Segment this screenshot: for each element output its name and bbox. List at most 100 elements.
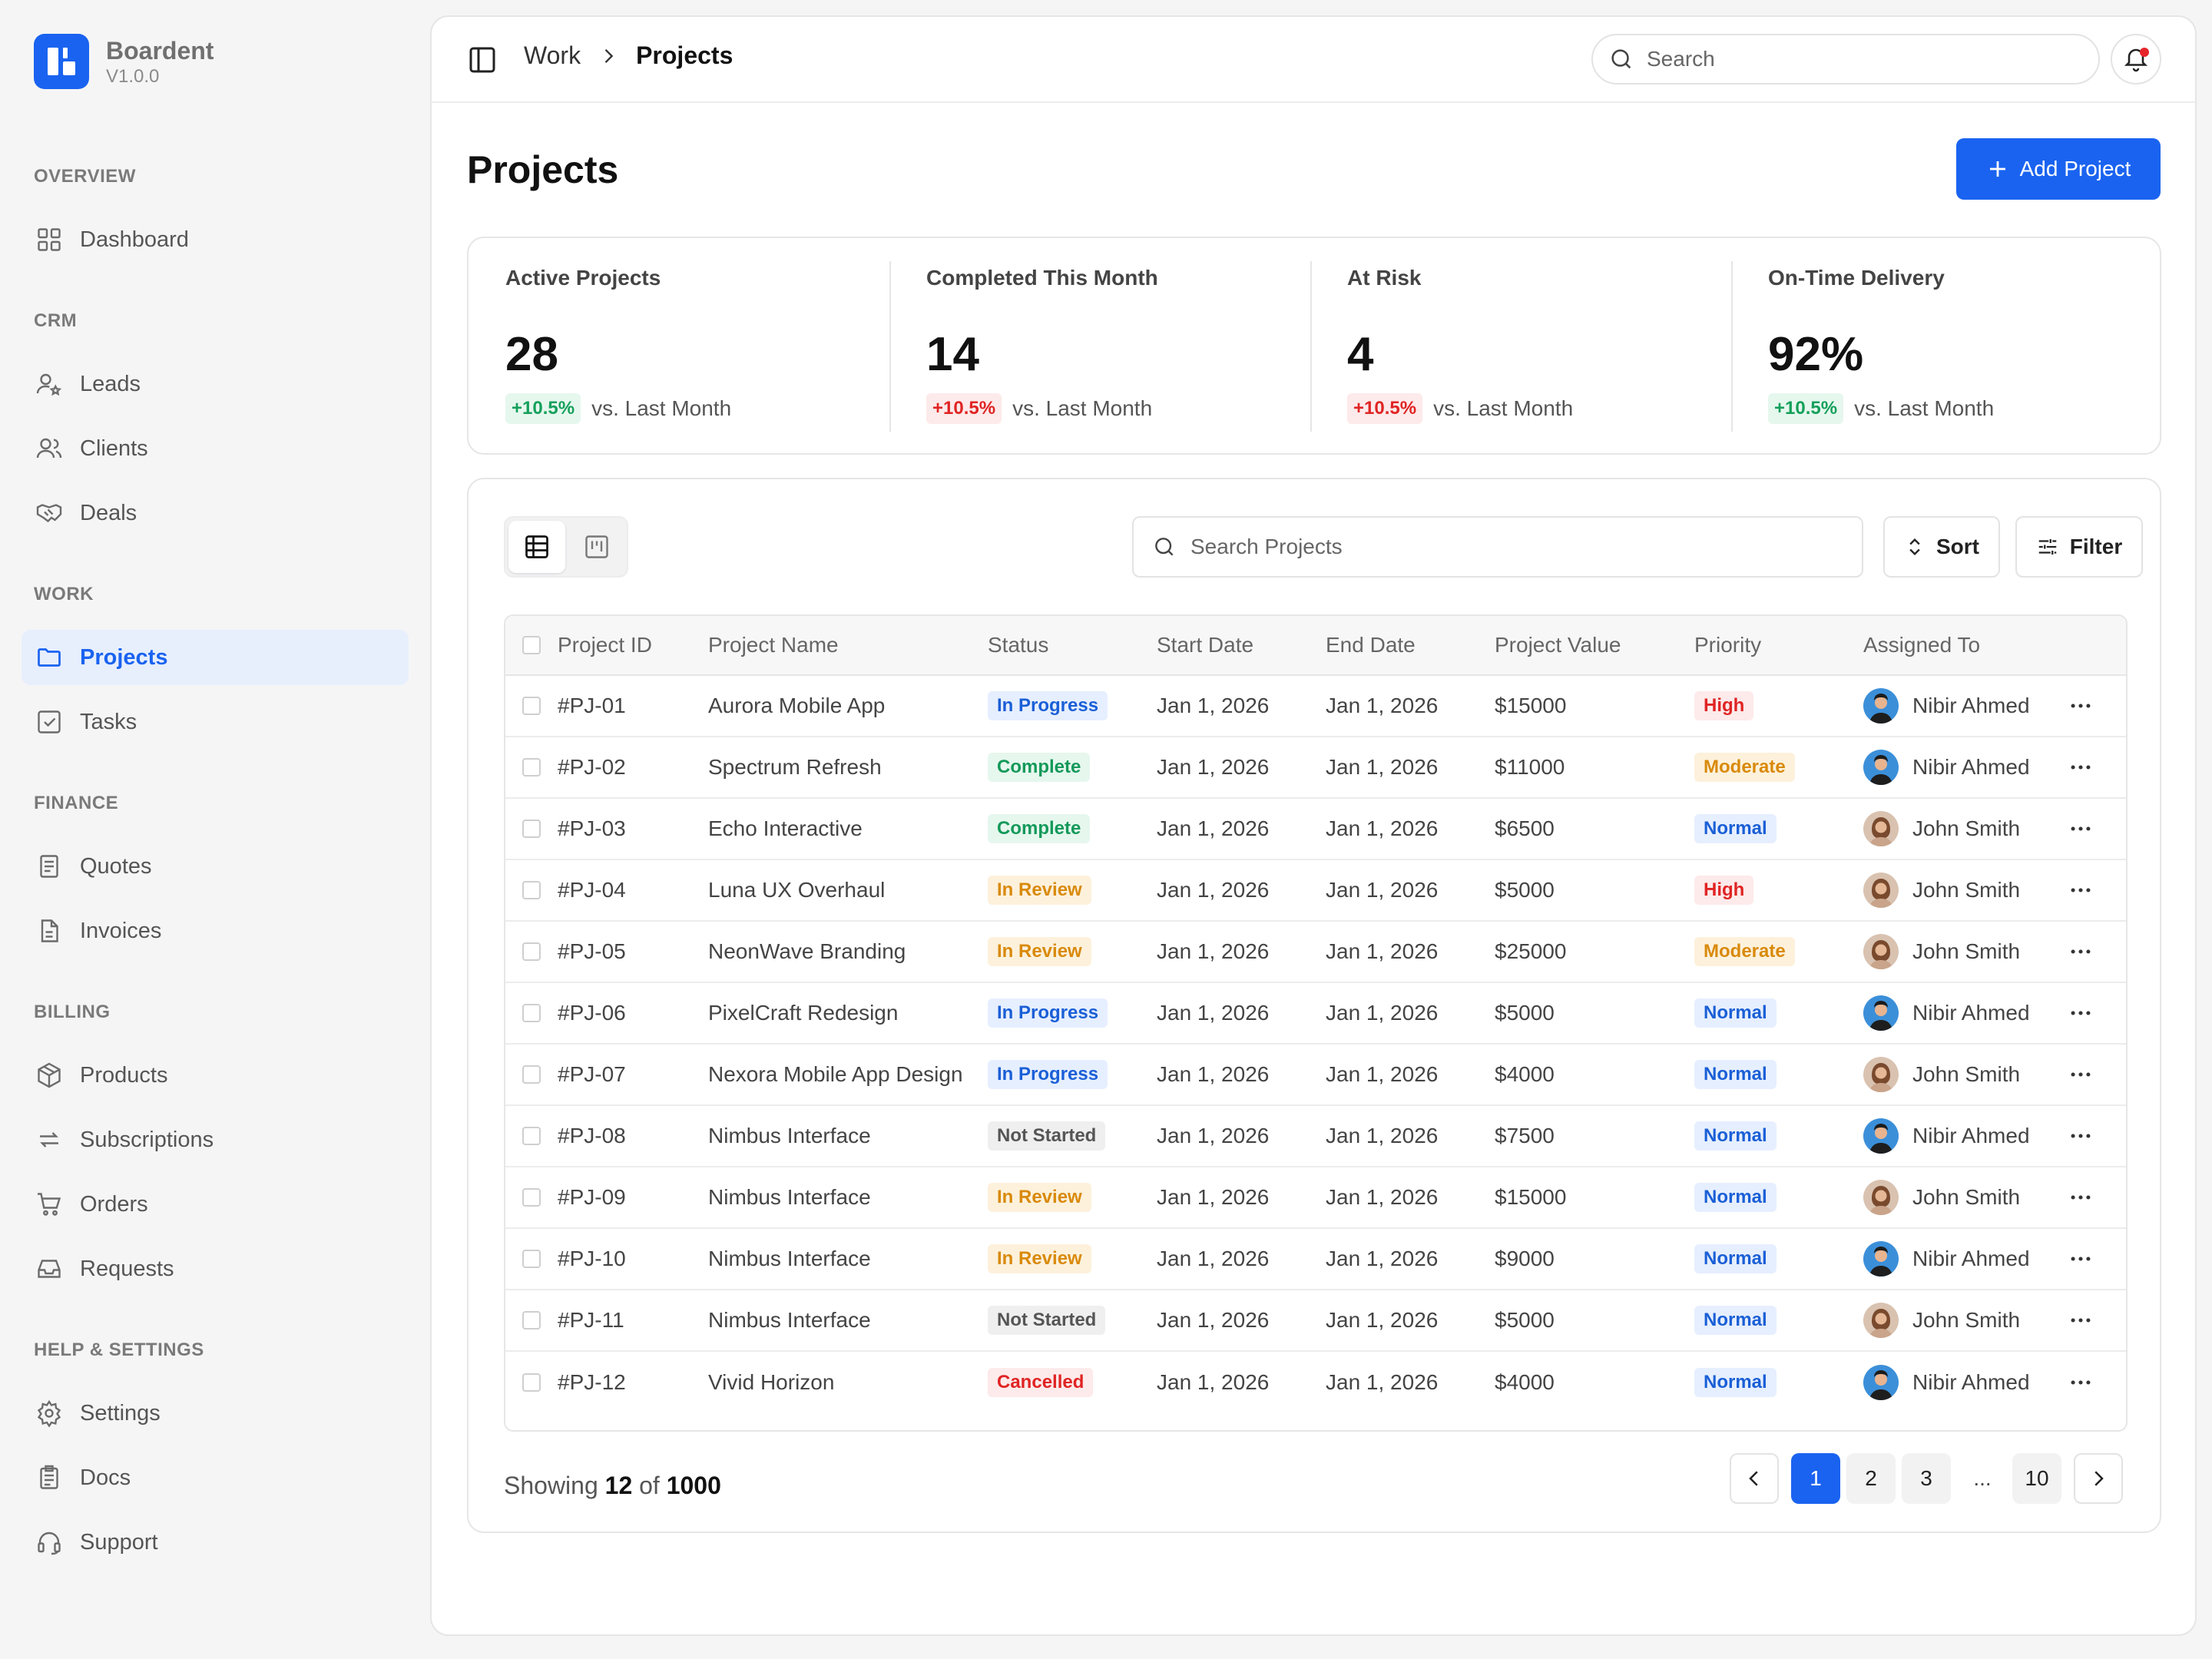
prev-page-button[interactable]	[1730, 1453, 1779, 1504]
column-header-start-date[interactable]: Start Date	[1157, 633, 1254, 657]
search-input[interactable]	[1647, 47, 2077, 71]
column-header-project-id[interactable]: Project ID	[558, 633, 652, 657]
notifications-button[interactable]	[2111, 34, 2161, 84]
page-button-2[interactable]: 2	[1846, 1453, 1896, 1504]
row-checkbox[interactable]	[522, 1373, 541, 1392]
project-name[interactable]: Nexora Mobile App Design	[708, 1062, 963, 1086]
board-view-button[interactable]	[568, 521, 625, 573]
column-header-end-date[interactable]: End Date	[1326, 633, 1416, 657]
filter-button[interactable]: Filter	[2015, 516, 2143, 578]
table-row[interactable]: #PJ-05 NeonWave Branding In Review Jan 1, 2…	[505, 922, 2126, 983]
table-row[interactable]: #PJ-06 PixelCraft Redesign In Progress Jan …	[505, 983, 2126, 1045]
sidebar-item-products[interactable]: Products	[22, 1048, 409, 1103]
row-checkbox[interactable]	[522, 820, 541, 838]
sidebar-item-projects[interactable]: Projects	[22, 630, 409, 685]
project-name[interactable]: Nimbus Interface	[708, 1247, 871, 1270]
page-button-3[interactable]: 3	[1902, 1453, 1951, 1504]
more-options-icon[interactable]	[2068, 1106, 2094, 1166]
project-name[interactable]: Spectrum Refresh	[708, 755, 882, 779]
row-checkbox[interactable]	[522, 1311, 541, 1330]
project-name[interactable]: Vivid Horizon	[708, 1370, 835, 1394]
brand[interactable]: Boardent V1.0.0	[34, 34, 214, 89]
end-date: Jan 1, 2026	[1326, 1062, 1439, 1086]
sidebar-item-clients[interactable]: Clients	[22, 421, 409, 476]
table-row[interactable]: #PJ-07 Nexora Mobile App Design In Progres…	[505, 1045, 2126, 1106]
more-options-icon[interactable]	[2068, 1045, 2094, 1104]
page-button-10[interactable]: 10	[2012, 1453, 2061, 1504]
project-name[interactable]: Nimbus Interface	[708, 1185, 871, 1209]
column-header-project-name[interactable]: Project Name	[708, 633, 839, 657]
sidebar-item-dashboard[interactable]: Dashboard	[22, 212, 409, 267]
project-name[interactable]: Nimbus Interface	[708, 1308, 871, 1332]
table-row[interactable]: #PJ-01 Aurora Mobile App In Progress Jan 1,…	[505, 676, 2126, 737]
checkbox-icon	[34, 707, 65, 737]
sidebar-item-leads[interactable]: Leads	[22, 356, 409, 412]
project-search[interactable]	[1132, 516, 1863, 578]
sidebar-item-tasks[interactable]: Tasks	[22, 694, 409, 750]
project-name[interactable]: PixelCraft Redesign	[708, 1001, 899, 1025]
row-checkbox[interactable]	[522, 1188, 541, 1207]
more-options-icon[interactable]	[2068, 983, 2094, 1043]
showing-total: 1000	[666, 1472, 721, 1499]
sort-button[interactable]: Sort	[1883, 516, 2000, 578]
breadcrumb-work[interactable]: Work	[524, 41, 581, 69]
table-row[interactable]: #PJ-04 Luna UX Overhaul In Review Jan 1, 20…	[505, 860, 2126, 922]
table-row[interactable]: #PJ-08 Nimbus Interface Not Started Jan 1, …	[505, 1106, 2126, 1167]
more-options-icon[interactable]	[2068, 922, 2094, 982]
priority-badge: Normal	[1694, 1060, 1777, 1089]
topbar: Work Projects	[432, 17, 2195, 103]
sidebar-item-requests[interactable]: Requests	[22, 1241, 409, 1296]
table-row[interactable]: #PJ-09 Nimbus Interface In Review Jan 1, 20…	[505, 1167, 2126, 1229]
table-view-button[interactable]	[508, 521, 565, 573]
sidebar-item-deals[interactable]: Deals	[22, 485, 409, 541]
sidebar-item-docs[interactable]: Docs	[22, 1450, 409, 1505]
sidebar-item-orders[interactable]: Orders	[22, 1177, 409, 1232]
page-button-1[interactable]: 1	[1791, 1453, 1840, 1504]
row-checkbox[interactable]	[522, 881, 541, 899]
more-options-icon[interactable]	[2068, 860, 2094, 920]
project-name[interactable]: NeonWave Branding	[708, 939, 906, 963]
project-id: #PJ-12	[558, 1370, 626, 1394]
more-options-icon[interactable]	[2068, 737, 2094, 797]
more-options-icon[interactable]	[2068, 676, 2094, 736]
project-name[interactable]: Aurora Mobile App	[708, 694, 886, 717]
table-row[interactable]: #PJ-11 Nimbus Interface Not Started Jan 1, …	[505, 1290, 2126, 1352]
global-search[interactable]	[1591, 34, 2100, 84]
more-options-icon[interactable]	[2068, 799, 2094, 859]
row-checkbox[interactable]	[522, 942, 541, 961]
table-row[interactable]: #PJ-02 Spectrum Refresh Complete Jan 1, 202…	[505, 737, 2126, 799]
column-header-assigned-to[interactable]: Assigned To	[1863, 633, 1981, 657]
box-icon	[34, 1060, 65, 1091]
column-header-priority[interactable]: Priority	[1694, 633, 1762, 657]
row-checkbox[interactable]	[522, 758, 541, 777]
project-name[interactable]: Nimbus Interface	[708, 1124, 871, 1147]
priority-badge: Normal	[1694, 1306, 1777, 1335]
more-options-icon[interactable]	[2068, 1229, 2094, 1289]
table-row[interactable]: #PJ-03 Echo Interactive Complete Jan 1, 202…	[505, 799, 2126, 860]
row-checkbox[interactable]	[522, 697, 541, 715]
row-checkbox[interactable]	[522, 1065, 541, 1084]
project-name[interactable]: Luna UX Overhaul	[708, 878, 886, 902]
sidebar-item-quotes[interactable]: Quotes	[22, 839, 409, 894]
table-row[interactable]: #PJ-10 Nimbus Interface In Review Jan 1, 20…	[505, 1229, 2126, 1290]
sidebar-item-settings[interactable]: Settings	[22, 1386, 409, 1441]
sidebar-item-invoices[interactable]: Invoices	[22, 903, 409, 959]
project-search-input[interactable]	[1190, 535, 1843, 559]
sidebar-item-subscriptions[interactable]: Subscriptions	[22, 1112, 409, 1167]
row-checkbox[interactable]	[522, 1004, 541, 1022]
row-checkbox[interactable]	[522, 1250, 541, 1268]
row-checkbox[interactable]	[522, 1127, 541, 1145]
next-page-button[interactable]	[2074, 1453, 2123, 1504]
sidebar-item-support[interactable]: Support	[22, 1515, 409, 1570]
add-project-button[interactable]: Add Project	[1956, 138, 2161, 200]
more-options-icon[interactable]	[2068, 1352, 2094, 1413]
more-options-icon[interactable]	[2068, 1290, 2094, 1350]
stat-active-projects: Active Projects 28 +10.5% vs. Last Month	[469, 238, 889, 453]
column-header-status[interactable]: Status	[988, 633, 1049, 657]
table-row[interactable]: #PJ-12 Vivid Horizon Cancelled Jan 1, 2026 J…	[505, 1352, 2126, 1413]
project-name[interactable]: Echo Interactive	[708, 816, 863, 840]
select-all-checkbox[interactable]	[522, 636, 541, 654]
column-header-project-value[interactable]: Project Value	[1495, 633, 1621, 657]
more-options-icon[interactable]	[2068, 1167, 2094, 1227]
sidebar-toggle-icon[interactable]	[467, 45, 498, 75]
